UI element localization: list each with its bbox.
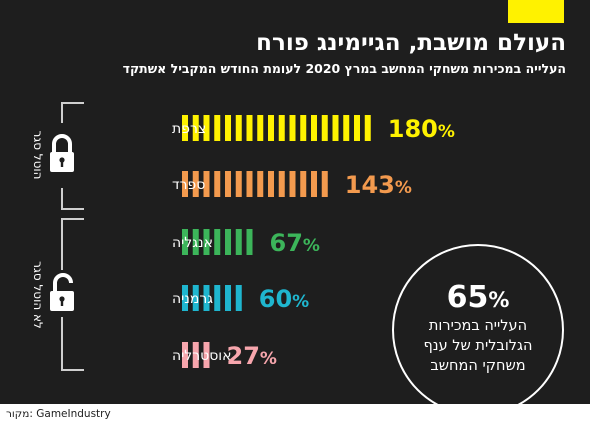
bars-layer: צרפת 180% ספרד 143% אנגליה 67% גרמניה 60% אוסטרל… bbox=[172, 115, 455, 370]
bar-segment bbox=[203, 342, 210, 368]
bar-segment bbox=[182, 229, 188, 255]
bar-3: גרמניה 60% bbox=[172, 285, 309, 313]
bar-segment bbox=[311, 115, 317, 141]
group-bracket-lockdown bbox=[61, 102, 84, 210]
group-bracket-no-lockdown bbox=[61, 218, 84, 371]
bar-segment bbox=[182, 285, 188, 311]
value-label: 143% bbox=[345, 171, 412, 199]
svg-text:65%: 65% bbox=[447, 280, 510, 315]
bar-segment bbox=[235, 171, 242, 197]
bar-segment bbox=[235, 285, 242, 311]
bar-segment bbox=[214, 229, 221, 255]
value-label: 27% bbox=[227, 342, 277, 370]
bar-segment bbox=[214, 285, 221, 311]
bar-segment bbox=[214, 171, 221, 197]
callout-line-3: משחקי המחשב bbox=[430, 358, 525, 374]
bar-segment bbox=[246, 115, 253, 141]
group-label-lockdown: הוטל סגר bbox=[31, 130, 45, 179]
bar-segment bbox=[214, 115, 221, 141]
bar-segment bbox=[246, 229, 253, 255]
bar-segment bbox=[203, 115, 210, 141]
bar-chart: צרפת 180% ספרד 143% אנגליה 67% גרמניה 60% אוסטרל… bbox=[31, 102, 564, 404]
category-label: ספרד bbox=[172, 177, 205, 193]
bar-segment bbox=[192, 342, 199, 368]
bar-segment bbox=[192, 115, 199, 141]
bar-segment bbox=[225, 285, 231, 311]
category-label: צרפת bbox=[172, 121, 206, 137]
bar-segment bbox=[225, 115, 231, 141]
bar-segment bbox=[354, 115, 360, 141]
bar-0: צרפת 180% bbox=[172, 115, 455, 143]
group-label-no-lockdown: לא הוטל סגר bbox=[31, 261, 45, 329]
bar-2: אנגליה 67% bbox=[172, 229, 320, 257]
bar-segment bbox=[235, 115, 242, 141]
value-label: 180% bbox=[388, 115, 455, 143]
bar-segment bbox=[235, 229, 242, 255]
bar-segment bbox=[225, 229, 231, 255]
source-note: מקור: GameIndustry bbox=[6, 408, 111, 420]
bar-segment bbox=[257, 115, 264, 141]
bar-segment bbox=[257, 171, 264, 197]
bar-segment bbox=[203, 171, 210, 197]
bar-segment bbox=[192, 171, 199, 197]
bar-segment bbox=[203, 285, 210, 311]
bar-segment bbox=[311, 171, 317, 197]
callout-line-2: הגלובלית של ענף bbox=[424, 338, 533, 354]
category-label: אוסטרליה bbox=[172, 348, 231, 364]
bar-segment bbox=[182, 342, 188, 368]
chart-title: העולם מושבת, הגיימינג פורח bbox=[256, 30, 566, 56]
bar-segment bbox=[289, 115, 296, 141]
bar-segment bbox=[278, 115, 285, 141]
bar-segment bbox=[192, 285, 199, 311]
bar-segment bbox=[332, 115, 339, 141]
bar-segment bbox=[268, 171, 274, 197]
open-padlock-icon bbox=[50, 273, 74, 311]
value-label: 67% bbox=[270, 229, 320, 257]
bar-segment bbox=[300, 171, 307, 197]
bar-1: ספרד 143% bbox=[172, 171, 412, 199]
bar-segment bbox=[278, 171, 285, 197]
global-callout: 65% העלייה במכירות הגלובלית של ענף משחקי… bbox=[392, 244, 564, 404]
category-label: אנגליה bbox=[172, 235, 213, 251]
bar-segment bbox=[321, 115, 328, 141]
bar-segment bbox=[225, 171, 231, 197]
bar-segment bbox=[321, 171, 328, 197]
bar-segment bbox=[182, 171, 188, 197]
value-label: 60% bbox=[259, 285, 309, 313]
closed-padlock-icon bbox=[50, 134, 74, 172]
bar-segment bbox=[289, 171, 296, 197]
callout-line-1: העלייה במכירות bbox=[429, 318, 527, 334]
category-label: גרמניה bbox=[172, 291, 213, 307]
callout-unit: % bbox=[488, 288, 509, 312]
bar-segment bbox=[343, 115, 350, 141]
accent-tag bbox=[508, 0, 564, 23]
chart-subtitle: העלייה במכירות משחקי המחשב במרץ 2020 לעו… bbox=[122, 61, 566, 76]
bar-segment bbox=[192, 229, 199, 255]
bar-segment bbox=[364, 115, 371, 141]
bar-segment bbox=[246, 171, 253, 197]
callout-value: 65 bbox=[447, 280, 489, 315]
bar-segment bbox=[300, 115, 307, 141]
bar-segment bbox=[182, 115, 188, 141]
bar-segment bbox=[203, 229, 210, 255]
bar-segment bbox=[268, 115, 274, 141]
